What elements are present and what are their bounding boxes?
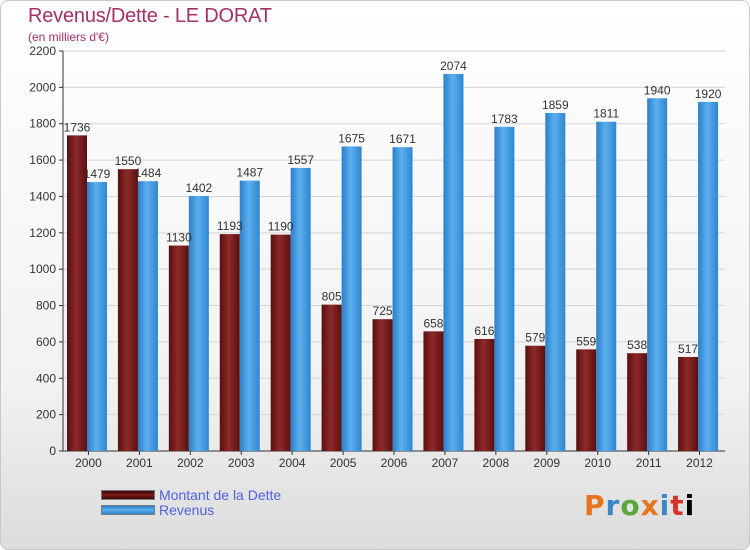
data-label-revenus: 1675 — [338, 131, 365, 145]
data-label-dette: 1550 — [115, 154, 142, 168]
data-label-revenus: 1783 — [491, 112, 518, 126]
bar-dette — [219, 234, 240, 451]
bar-revenus — [341, 146, 362, 452]
data-label-revenus: 2074 — [440, 59, 467, 73]
bar-dette — [525, 345, 546, 451]
bar-revenus — [188, 196, 209, 451]
chart-title: Revenus/Dette - LE DORAT — [28, 5, 272, 27]
data-label-revenus: 1479 — [84, 167, 111, 181]
y-tick-label: 2200 — [29, 44, 56, 58]
x-tick-label: 2003 — [228, 456, 255, 470]
bar-dette — [678, 357, 699, 451]
data-label-dette: 658 — [423, 316, 443, 330]
x-tick-label: 2007 — [432, 456, 459, 470]
x-tick-label: 2001 — [126, 456, 153, 470]
bar-revenus — [290, 167, 311, 451]
bar-revenus — [239, 180, 260, 452]
legend: Montant de la Dette Revenus — [101, 486, 282, 518]
bar-dette — [168, 245, 189, 451]
x-tick-label: 2000 — [75, 456, 102, 470]
x-tick-label: 2009 — [533, 456, 560, 470]
bar-dette — [372, 319, 393, 451]
proxiti-logo: Proxiti — [584, 489, 695, 522]
x-tick-label: 2004 — [279, 456, 306, 470]
bar-dette — [627, 353, 648, 451]
data-label-revenus: 1671 — [389, 132, 416, 146]
data-label-dette: 579 — [525, 331, 545, 345]
legend-item-revenus: Revenus — [101, 501, 281, 518]
bar-revenus — [647, 98, 668, 451]
bar-dette — [576, 349, 597, 451]
bar-revenus — [545, 113, 566, 451]
bar-revenus — [87, 182, 107, 451]
data-label-revenus: 1484 — [135, 166, 162, 180]
y-tick-label: 1400 — [29, 189, 56, 203]
data-label-dette: 1193 — [217, 219, 243, 233]
data-label-dette: 1190 — [268, 220, 294, 234]
data-label-dette: 1130 — [166, 231, 192, 245]
legend-item-dette: Montant de la Dette — [101, 486, 282, 503]
bar-revenus — [596, 121, 617, 452]
data-label-revenus: 1859 — [542, 98, 569, 112]
legend-label-revenus: Revenus — [159, 501, 215, 518]
bar-revenus — [392, 147, 413, 451]
y-tick-label: 1800 — [29, 117, 56, 131]
axes: 0 200 400 600 800 1000 1200 1400 1600 1800 2000 220… — [29, 44, 725, 470]
data-label-revenus: 1940 — [644, 83, 671, 97]
data-label-dette: 1736 — [64, 120, 91, 134]
x-tick-label: 2008 — [482, 456, 509, 470]
logo-letter: i — [684, 489, 696, 522]
bar-dette — [270, 234, 291, 451]
y-tick-label: 0 — [49, 444, 56, 458]
chart-subtitle: (en milliers d'€) — [28, 30, 109, 44]
logo-letter: o — [620, 489, 641, 522]
y-tick-label: 200 — [36, 408, 56, 422]
data-label-dette: 538 — [627, 338, 647, 352]
data-label-revenus: 1920 — [695, 87, 722, 101]
bar-dette — [67, 135, 87, 451]
y-tick-label: 800 — [36, 299, 56, 313]
bar-dette — [474, 339, 495, 451]
x-tick-label: 2012 — [686, 456, 713, 470]
legend-label-dette: Montant de la Dette — [159, 486, 282, 503]
logo-letter: P — [584, 489, 606, 522]
data-label-revenus: 1402 — [185, 181, 212, 195]
data-label-revenus: 1557 — [287, 153, 314, 167]
y-tick-label: 1200 — [29, 226, 56, 240]
logo-letter: i — [659, 489, 671, 522]
y-tick-label: 1600 — [29, 153, 56, 167]
data-label-dette: 559 — [576, 334, 596, 348]
data-label-dette: 517 — [678, 342, 698, 356]
data-label-dette: 725 — [373, 304, 393, 318]
bar-dette — [321, 304, 342, 451]
y-tick-label: 400 — [36, 371, 56, 385]
bar-dette — [423, 331, 444, 451]
data-label-revenus: 1487 — [236, 166, 263, 180]
x-tick-label: 2010 — [584, 456, 611, 470]
logo-letter: x — [640, 489, 660, 522]
data-label-revenus: 1811 — [593, 107, 619, 121]
bar-revenus — [137, 181, 158, 451]
x-tick-label: 2002 — [177, 456, 204, 470]
x-tick-label: 2006 — [381, 456, 408, 470]
legend-swatch-dette — [101, 489, 155, 500]
bar-revenus — [698, 101, 719, 451]
bar-revenus — [494, 126, 515, 452]
data-label-dette: 616 — [474, 324, 494, 338]
x-tick-label: 2011 — [636, 456, 662, 470]
x-tick-label: 2005 — [330, 456, 357, 470]
y-tick-label: 600 — [36, 335, 56, 349]
bars — [67, 73, 719, 452]
data-label-dette: 805 — [322, 290, 342, 304]
y-tick-label: 1000 — [29, 262, 56, 276]
y-tick-label: 2000 — [29, 80, 56, 94]
bar-dette — [117, 169, 138, 451]
logo-letter: t — [670, 489, 685, 522]
logo-letter: r — [605, 489, 621, 522]
legend-swatch-revenus — [101, 504, 155, 515]
bar-revenus — [443, 73, 464, 451]
